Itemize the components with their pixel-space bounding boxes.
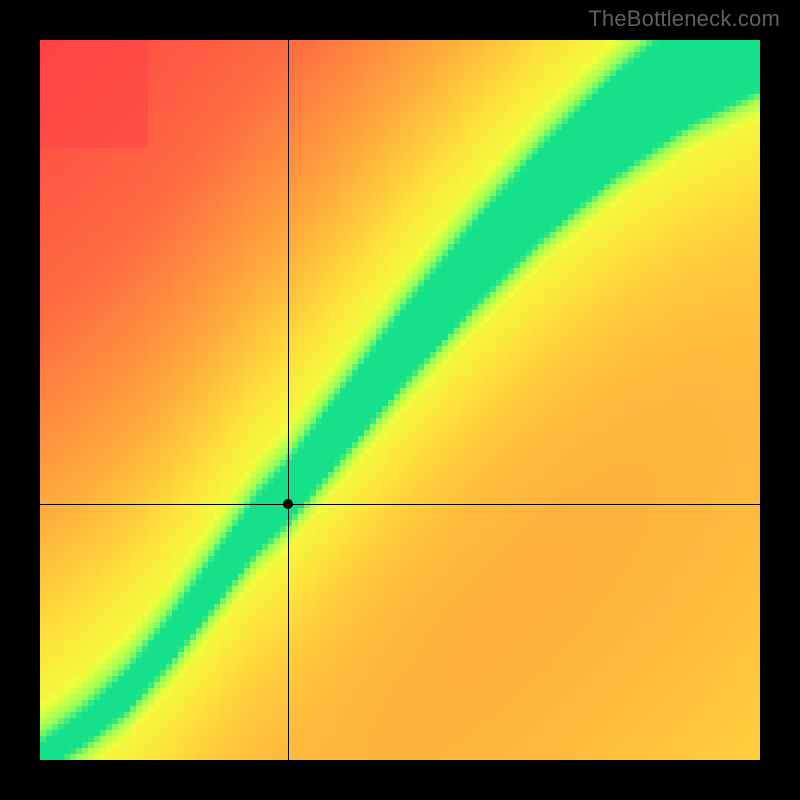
selection-marker-dot: [283, 499, 293, 509]
watermark-text: TheBottleneck.com: [588, 6, 780, 32]
crosshair-horizontal-line: [40, 504, 760, 505]
crosshair-vertical-line: [288, 40, 289, 760]
bottleneck-heatmap-canvas: [40, 40, 760, 760]
bottleneck-heatmap-frame: [40, 40, 760, 760]
